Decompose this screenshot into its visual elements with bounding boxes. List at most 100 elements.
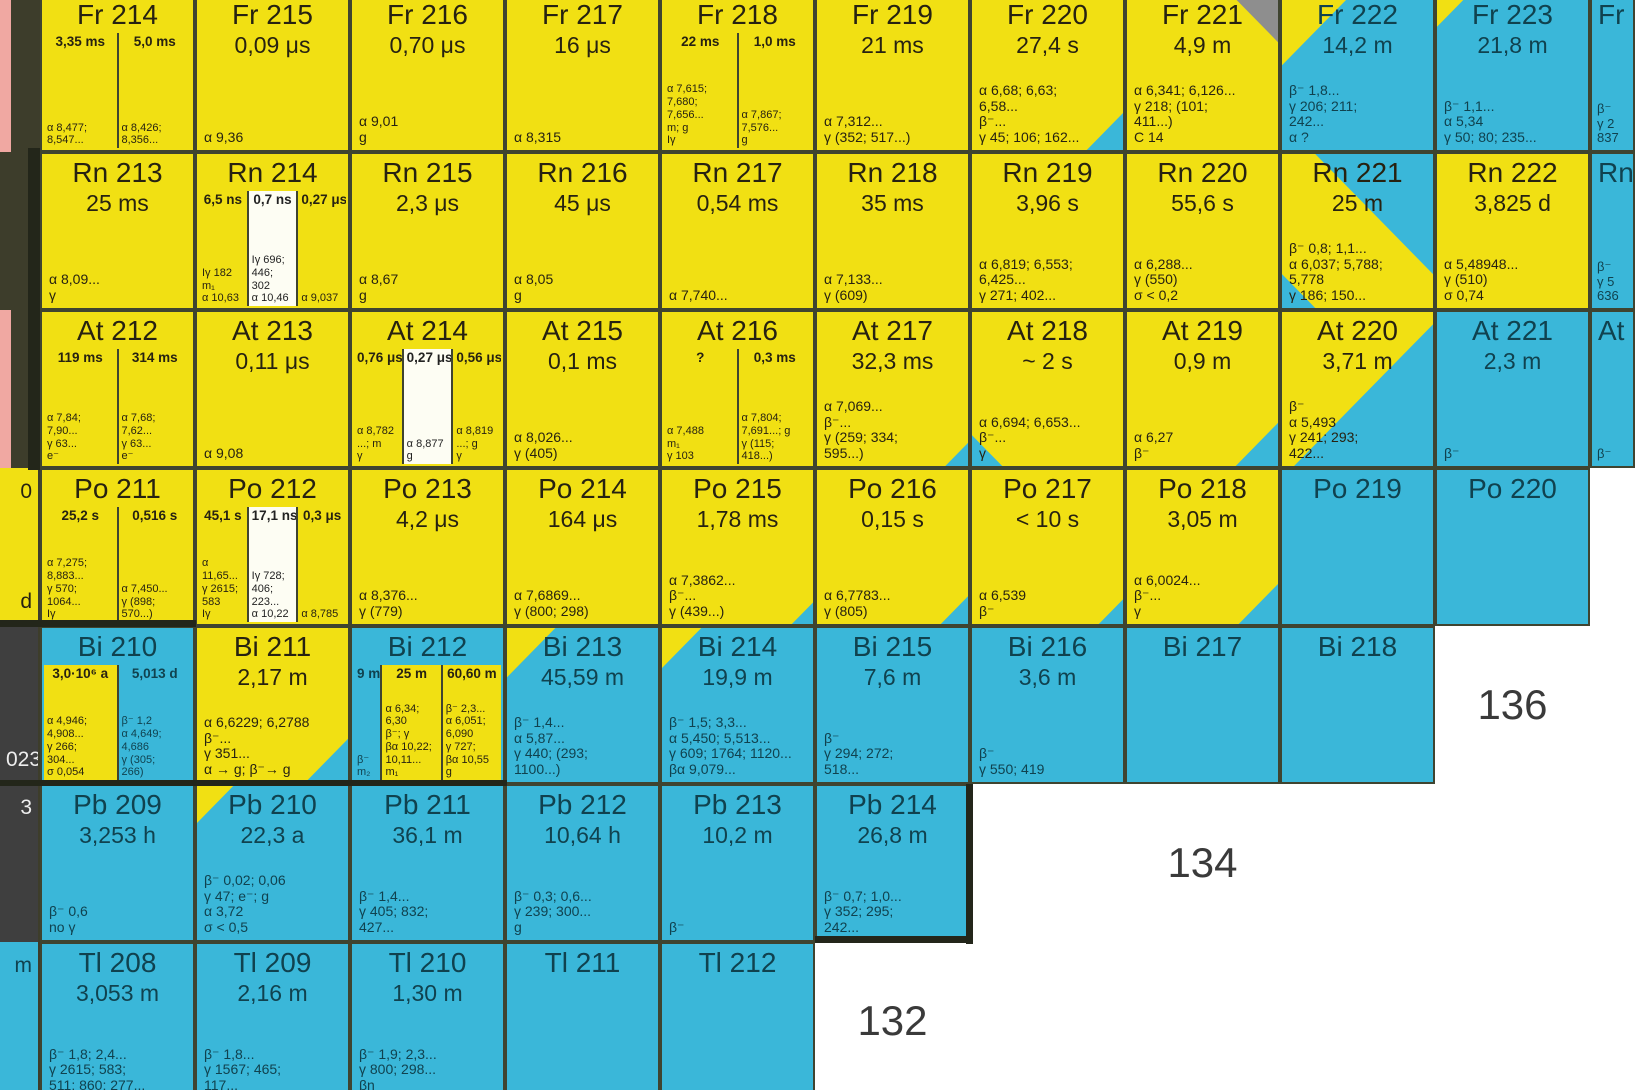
- nuclide-id: Pb 213: [693, 789, 782, 820]
- nuclide-cell-tl-210: Tl 210 1,30 m β⁻ 1,9; 2,3... γ 800; 298... β…: [350, 942, 505, 1090]
- nuclide-cell-fr-220: Fr 220 27,4 s α 6,68; 6,63; 6,58... β⁻... γ 4…: [970, 0, 1125, 152]
- isomer-column: 60,60 m β⁻ 2,3... α 6,051; 6,090 γ 727; βα 10…: [440, 665, 501, 780]
- nuclide-cell-po-215: Po 215 1,78 ms α 7,3862... β⁻... γ (439...): [660, 468, 815, 626]
- thick-grid-line: [0, 780, 507, 786]
- nuclide-cell-fr-217: Fr 217 16 μs α 8,315: [505, 0, 660, 152]
- half-life: 3,6 m: [1018, 664, 1077, 690]
- half-life: 2,17 m: [237, 664, 308, 690]
- nuclide-id: Po 216: [848, 473, 937, 504]
- nuclide-id: Po 211: [74, 473, 161, 504]
- nuclide-cell-pb-214: Pb 214 26,8 m β⁻ 0,7; 1,0... γ 352; 295; 242…: [815, 784, 970, 942]
- nuclide-id: Fr 224: [1598, 0, 1633, 30]
- nuclide-cell-po-217: Po 217 < 10 s α 6,539 β⁻: [970, 468, 1125, 626]
- half-life: 0,15 s: [861, 506, 924, 532]
- decay-data: α 7,6869... γ (800; 298): [514, 587, 589, 620]
- nuclide-id: Bi 218: [1317, 631, 1398, 662]
- nuclide-id: Pb 210: [228, 789, 317, 820]
- isomer-column: 0,3 μs α 8,785: [296, 507, 346, 622]
- isomer-column: 22 ms α 7,615; 7,680; 7,656... m; g Iγ: [664, 33, 737, 148]
- nuclide-id: At 222: [1598, 315, 1633, 346]
- isomer-half-life: 3,0·10⁶ a: [52, 666, 109, 681]
- decay-data: β⁻ 1,8; 2,4... γ 2615; 583; 511; 860; 277.…: [49, 1045, 146, 1090]
- nuclide-id: Fr 217: [542, 0, 623, 30]
- nuclide-cell-at-221: At 221 2,3 m β⁻: [1435, 310, 1590, 468]
- half-life: 0,9 m: [1173, 348, 1232, 374]
- nuclide-cell-at-216: At 216? α 7,488 m₁ γ 103 0,3 ms α 7,804; 7,691…: [660, 310, 815, 468]
- half-life: 14,2 m: [1322, 32, 1393, 58]
- isomer-decay-data: α 8,785: [301, 608, 339, 621]
- neutron-number-label: 134: [1167, 839, 1238, 886]
- isomer-half-life: 0,7 ns: [253, 192, 292, 207]
- nuclide-cell-po-211: Po 211 25,2 s α 7,275; 8,883... γ 570; 1064..…: [40, 468, 195, 626]
- isomer-half-life: 45,1 s: [204, 508, 242, 523]
- nuclide-id: Rn 215: [382, 157, 473, 188]
- nuclide-id: Fr 215: [232, 0, 313, 30]
- neutron-number-label: 136: [1477, 681, 1548, 728]
- half-life: 0,70 μs: [389, 32, 466, 58]
- nuclide-id: Fr 219: [852, 0, 933, 30]
- decay-data: α 8,315: [514, 129, 562, 146]
- isomer-half-life: 0,3 ms: [753, 350, 796, 365]
- half-life: 2,16 m: [237, 980, 308, 1006]
- nuclide-id: Rn 219: [1002, 157, 1093, 188]
- decay-data: α 6,6229; 6,2788 β⁻... γ 351... α → g; β⁻→ …: [204, 713, 310, 778]
- isomer-half-life: 314 ms: [131, 350, 178, 365]
- nuclide-cell-at-214: At 214 0,76 μs α 8,782...; m γ 0,27 μs α 8,87…: [350, 310, 505, 468]
- nuclide-cell-bi-218: Bi 218: [1280, 626, 1435, 784]
- isomer-columns: 22 ms α 7,615; 7,680; 7,656... m; g Iγ 1,0 ms α…: [664, 33, 811, 148]
- decay-data: β⁻ 0,3; 0,6... γ 239; 300... g: [514, 887, 592, 936]
- decay-data: β⁻: [1597, 446, 1612, 462]
- half-life: 0,11 μs: [235, 348, 310, 374]
- nuclide-cell-pb-211: Pb 211 36,1 m β⁻ 1,4... γ 405; 832; 427...: [350, 784, 505, 942]
- decay-data: α 6,7783... γ (805): [824, 587, 891, 620]
- decay-data: α 9,01 g: [359, 113, 399, 146]
- isomer-columns: 3,35 ms α 8,477; 8,547... 5,0 ms α 8,426; 8,3…: [44, 33, 191, 148]
- decay-data: α 6,288... γ (550) σ < 0,2: [1134, 255, 1193, 304]
- nuclide-cell-bi-216: Bi 216 3,6 m β⁻ γ 550; 419: [970, 626, 1125, 784]
- isomer-column: 5,0 ms α 8,426; 8,356...: [116, 33, 192, 148]
- thick-grid-line: [966, 784, 973, 944]
- decay-data: β⁻ 0,7; 1,0... γ 352; 295; 242...: [824, 887, 902, 936]
- nuclide-id: At 220: [1317, 315, 1398, 346]
- isomer-half-life: 17,1 ns: [251, 508, 297, 523]
- nuclide-id: Po 219: [1313, 473, 1402, 504]
- nuclide-cell-tl-209: Tl 209 2,16 m β⁻ 1,8... γ 1567; 465; 117...: [195, 942, 350, 1090]
- isomer-half-life: 0,76 μs: [357, 350, 402, 365]
- nuclide-cell-fr-219: Fr 219 21 ms α 7,312... γ (352; 517...): [815, 0, 970, 152]
- isomer-decay-data: α 7,867; 7,576... g: [741, 108, 782, 147]
- nuclide-cell-pb-212: Pb 212 10,64 h β⁻ 0,3; 0,6... γ 239; 300...…: [505, 784, 660, 942]
- neutron-number-label: 132: [857, 997, 928, 1044]
- isomer-decay-data: α 8,426; 8,356...: [121, 121, 162, 147]
- nuclide-cell-fr-214: Fr 214 3,35 ms α 8,477; 8,547... 5,0 ms α 8,4…: [40, 0, 195, 152]
- isomer-half-life: 5,0 ms: [133, 34, 176, 49]
- nuclide-id: Fr 220: [1007, 0, 1088, 30]
- half-life: 25 m: [1331, 190, 1384, 216]
- nuclide-id: Tl 208: [78, 947, 157, 978]
- nuclide-id: Bi 211: [233, 631, 312, 662]
- nuclide-cell-at-218: At 218 ~ 2 s α 6,694; 6,653... β⁻... γ: [970, 310, 1125, 468]
- nuclide-cell-at-219: At 219 0,9 m α 6,27 β⁻: [1125, 310, 1280, 468]
- nuclide-cell-at-212: At 212 119 ms α 7,84; 7,90... γ 63... e⁻ 314 m…: [40, 310, 195, 468]
- nuclide-id: Pb 209: [73, 789, 162, 820]
- half-life: 0,54 ms: [696, 190, 779, 216]
- nuclide-id: Bi 212: [387, 631, 468, 662]
- half-life: 2,3 m: [1483, 348, 1542, 374]
- isomer-half-life: 0,56 μs: [456, 350, 502, 365]
- edge-fragment-text: 023: [6, 748, 38, 771]
- isomer-column: 1,0 ms α 7,867; 7,576... g: [736, 33, 812, 148]
- isomer-column: 5,013 d β⁻ 1,2 α 4,649; 4,686 γ (305; 266): [116, 665, 192, 780]
- isomer-half-life: 3,35 ms: [55, 34, 106, 49]
- nuclide-id: Rn 223: [1598, 157, 1634, 188]
- nuclide-cell-rn-220: Rn 220 55,6 s α 6,288... γ (550) σ < 0,2: [1125, 152, 1280, 310]
- nuclide-id: Pb 214: [848, 789, 937, 820]
- decay-data: α 6,539 β⁻: [979, 587, 1027, 620]
- half-life: 3,05 m: [1167, 506, 1238, 532]
- isomer-half-life: 22 ms: [681, 34, 720, 49]
- nuclide-cell-pb-213: Pb 213 10,2 m β⁻: [660, 784, 815, 942]
- isomer-half-life: 0,3 μs: [303, 508, 342, 523]
- edge-fragment-text: 0: [20, 480, 32, 503]
- nuclide-cell-tl-208: Tl 208 3,053 m β⁻ 1,8; 2,4... γ 2615; 583; 5…: [40, 942, 195, 1090]
